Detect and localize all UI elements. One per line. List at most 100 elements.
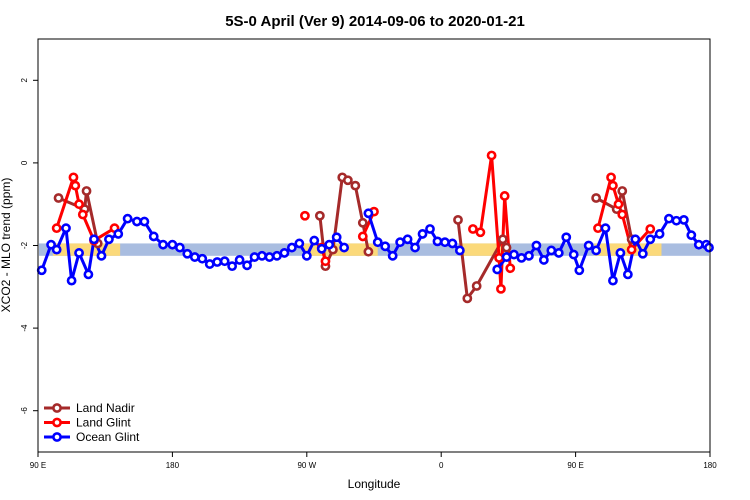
x-tick-label: 180 [166, 461, 180, 470]
legend-label-land-nadir: Land Nadir [76, 401, 135, 415]
x-tick-label: 90 E [567, 461, 583, 470]
land-glint-point [357, 231, 368, 242]
ocean-glint-point [227, 261, 238, 272]
ocean-glint-point [664, 213, 674, 224]
land-nadir-point [314, 210, 325, 221]
land-nadir-point [357, 217, 368, 228]
chart-title: 5S-0 April (Ver 9) 2014-09-06 to 2020-01… [225, 13, 525, 30]
ocean-glint-point [264, 252, 275, 262]
land-glint-point [486, 150, 497, 161]
land-nadir-point [591, 193, 602, 203]
ocean-glint-point [591, 245, 602, 256]
ocean-glint-point [553, 248, 564, 258]
ocean-glint-point [324, 239, 335, 250]
ocean-glint-point [447, 238, 458, 249]
ocean-glint-point [74, 248, 84, 258]
x-tick-label: 180 [703, 461, 717, 470]
ocean-glint-point [372, 237, 383, 248]
ocean-glint-point [678, 214, 689, 225]
ocean-glint-point [600, 223, 611, 234]
ocean-glint-point [104, 234, 114, 245]
land-nadir-point [363, 246, 374, 257]
ocean-glint-point [272, 250, 282, 261]
land-glint-point [68, 172, 79, 183]
ocean-glint-point [546, 245, 557, 256]
ocean-glint-point [294, 238, 305, 249]
y-tick-label: 0 [20, 160, 29, 165]
ocean-glint-point [432, 236, 443, 247]
land-glint-point [499, 191, 510, 201]
land-nadir-point [501, 242, 512, 253]
ocean-glint-point [630, 234, 641, 245]
land-glint-point [626, 244, 637, 255]
ocean-glint-point [501, 252, 512, 262]
land-glint-point [496, 283, 506, 294]
ocean-glint-point [167, 239, 178, 250]
ocean-glint-point [36, 265, 47, 276]
ocean-glint-point [96, 250, 107, 261]
land-nadir-point [462, 293, 473, 304]
x-tick-label: 90 E [30, 461, 46, 470]
ocean-glint-point [440, 237, 450, 248]
ocean-glint-point [402, 234, 413, 245]
y-axis: 2 0 -2 -4 -6 [20, 78, 38, 415]
ocean-glint-point [61, 223, 71, 234]
band-land [52, 243, 121, 256]
land-glint-point [613, 199, 624, 210]
land-glint-point [300, 210, 310, 221]
ocean-glint-point [410, 242, 420, 253]
ocean-glint-point [380, 241, 391, 252]
land-nadir-point [617, 186, 628, 196]
ocean-glint-point [608, 275, 618, 286]
land-glint-point [606, 172, 616, 183]
ocean-glint-point [189, 252, 200, 262]
x-tick-label: 0 [439, 461, 444, 470]
land-glint-point [608, 180, 618, 191]
land-nadir-point [81, 186, 92, 196]
ocean-glint-point [363, 208, 374, 219]
ocean-glint-point [83, 269, 94, 280]
x-axis-label: Longitude [348, 477, 401, 491]
land-glint-point [51, 223, 62, 234]
ocean-glint-point [89, 234, 99, 245]
ocean-glint-point [524, 250, 534, 261]
land-nadir-line [57, 189, 100, 244]
x-tick-label: 90 W [297, 461, 316, 470]
ocean-glint-point [66, 275, 77, 286]
ocean-glint-point [417, 229, 428, 239]
land-glint-point [468, 224, 478, 234]
ocean-glint-point [704, 242, 714, 253]
land-glint-point [617, 209, 628, 220]
land-glint-point [70, 180, 81, 191]
ocean-glint-point [671, 215, 682, 226]
ocean-glint-point [568, 249, 579, 260]
y-tick-label: -2 [20, 241, 29, 249]
series-points [36, 150, 714, 304]
ocean-glint-point [516, 252, 527, 263]
legend-marker-land-glint [52, 417, 62, 428]
ocean-glint-point [148, 231, 159, 242]
ocean-glint-point [204, 259, 215, 269]
land-glint-point [74, 199, 84, 210]
ocean-glint-point [122, 213, 133, 224]
land-nadir-point [471, 281, 482, 291]
ocean-glint-point [509, 249, 519, 260]
ocean-glint-point [242, 260, 252, 271]
land-glint-line [472, 153, 512, 291]
ocean-glint-point [158, 239, 168, 250]
land-glint-point [645, 224, 656, 234]
ocean-glint-point [395, 237, 406, 248]
ocean-glint-point [454, 245, 465, 256]
ocean-glint-point [693, 239, 704, 250]
land-nadir-point [453, 214, 463, 225]
ocean-glint-point [279, 248, 290, 258]
land-glint-point [494, 252, 504, 263]
ocean-glint-point [574, 265, 585, 276]
ocean-glint-point [387, 250, 398, 261]
ocean-glint-point [113, 229, 124, 239]
y-tick-label: -6 [20, 407, 29, 415]
legend-marker-ocean-glint [52, 432, 62, 442]
ocean-glint-point [257, 250, 267, 261]
ocean-glint-point [538, 255, 549, 265]
